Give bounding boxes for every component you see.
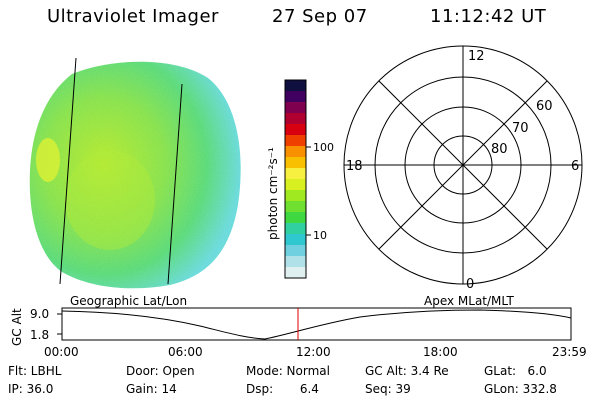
colorbar-segment: [285, 212, 306, 224]
mlat-label-60: 60: [536, 99, 553, 114]
y-tick-9: 9.0: [30, 307, 49, 321]
mlt-label-18: 18: [346, 159, 363, 174]
mode-info: Mode: Normal: [246, 364, 330, 378]
dsp-info: Dsp: 6.4: [246, 382, 319, 396]
mlt-label-12: 12: [468, 49, 485, 64]
x-tick-1800: 18:00: [423, 345, 458, 359]
colorbar-segment: [285, 124, 306, 136]
colorbar-segment: [285, 168, 306, 180]
geo-grid-line: [59, 57, 77, 285]
colorbar-segment: [285, 256, 306, 268]
glat-info: GLat: 6.0: [484, 364, 547, 378]
altitude-curve: [61, 309, 572, 340]
colorbar-segment: [285, 113, 306, 125]
x-tick-0600: 06:00: [168, 345, 203, 359]
seq-info: Seq: 39: [365, 382, 411, 396]
colorbar-tick-100: 100: [313, 141, 334, 154]
colorbar-segment: [285, 267, 306, 279]
apex-label: Apex MLat/MLT: [424, 294, 514, 308]
colorbar-segment: [285, 102, 306, 114]
colorbar-segment: [285, 91, 306, 103]
ip-info: IP: 36.0: [8, 382, 54, 396]
colorbar-segment: [285, 190, 306, 202]
gc-alt-info: GC Alt: 3.4 Re: [365, 364, 449, 378]
x-tick-2359: 23:59: [552, 345, 587, 359]
mlat-label-80: 80: [491, 142, 508, 157]
door-info: Door: Open: [126, 364, 195, 378]
x-tick-1200: 12:00: [296, 345, 331, 359]
mlat-label-70: 70: [512, 121, 529, 136]
mlt-label-0: 0: [466, 277, 474, 292]
colorbar-unit-label: photon cm⁻²s⁻¹: [266, 147, 280, 240]
filter-info: Flt: LBHL: [8, 364, 62, 378]
colorbar-segment: [285, 201, 306, 213]
glon-info: GLon: 332.8: [484, 382, 557, 396]
colorbar-segment: [285, 223, 306, 235]
geographic-label: Geographic Lat/Lon: [70, 294, 188, 308]
colorbar-segment: [285, 146, 306, 158]
colorbar-segment: [285, 80, 306, 92]
y-tick-1-8: 1.8: [30, 328, 49, 342]
geo-grid-line: [167, 83, 183, 285]
date-label: 27 Sep 07: [272, 6, 368, 27]
gc-alt-axis-label: GC Alt: [10, 308, 24, 346]
colorbar-segment: [285, 245, 306, 257]
gain-info: Gain: 14: [126, 382, 177, 396]
colorbar-segment: [285, 157, 306, 169]
mlt-label-6: 6: [571, 159, 579, 174]
colorbar-segment: [285, 234, 306, 246]
instrument-title: Ultraviolet Imager: [47, 6, 219, 27]
colorbar-tick-10: 10: [313, 229, 327, 242]
meridian-diag: [378, 80, 548, 250]
uv-disk: [29, 61, 241, 289]
colorbar-segment: [285, 135, 306, 147]
x-tick-0000: 00:00: [44, 345, 79, 359]
colorbar-segment: [285, 179, 306, 191]
time-label: 11:12:42 UT: [430, 6, 547, 27]
